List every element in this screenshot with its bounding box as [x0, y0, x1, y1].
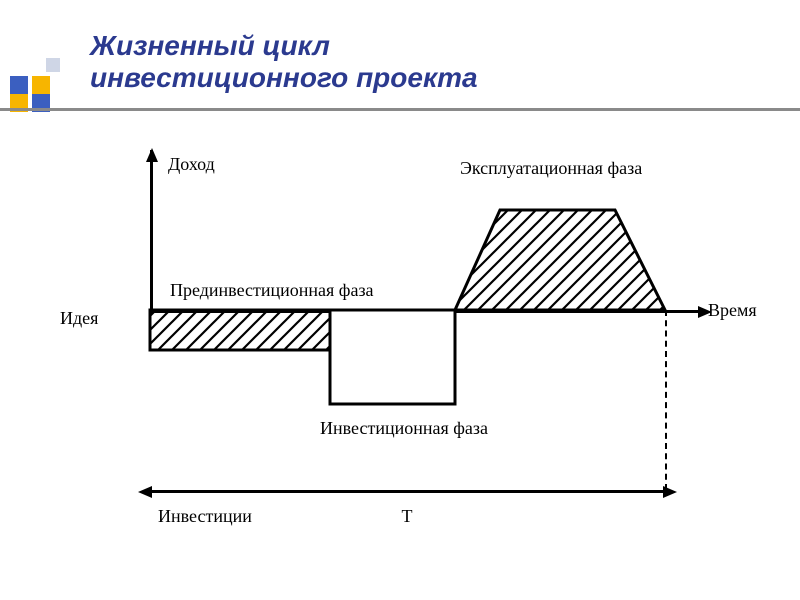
slide-title: Жизненный цикл инвестиционного проекта: [90, 30, 478, 94]
lifecycle-diagram: Доход Эксплуатационная фаза Прединвестиц…: [60, 140, 760, 560]
label-time: Время: [708, 300, 757, 321]
label-preinvest: Прединвестиционная фаза: [170, 280, 374, 301]
label-income: Доход: [168, 154, 215, 175]
title-line2: инвестиционного проекта: [90, 62, 478, 94]
label-idea: Идея: [60, 308, 98, 329]
shapes-svg: [60, 140, 760, 560]
title-line1: Жизненный цикл: [90, 30, 478, 62]
label-investphase: Инвестиционная фаза: [320, 418, 488, 439]
decor-sq-4: [32, 76, 50, 94]
decor-sq-3: [46, 58, 60, 72]
label-t: T: [402, 506, 413, 527]
title-underline: [0, 108, 800, 111]
decor-sq-2: [10, 76, 28, 94]
label-exploitation: Эксплуатационная фаза: [460, 158, 642, 179]
label-investments: Инвестиции: [158, 506, 252, 527]
